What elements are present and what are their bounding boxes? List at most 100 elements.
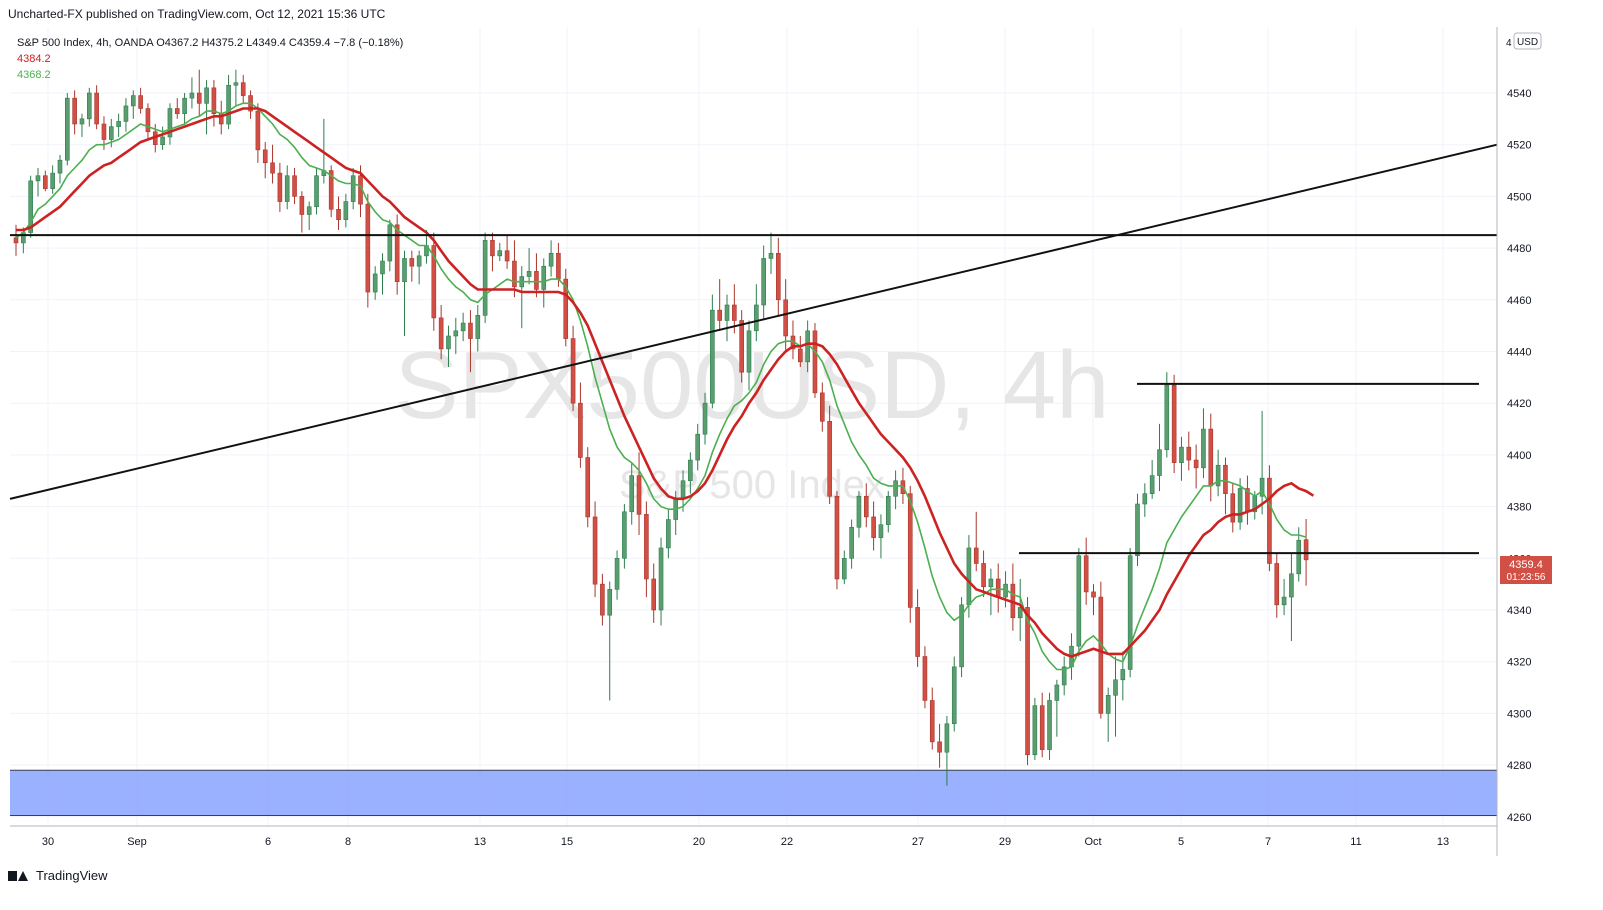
candle-body bbox=[504, 250, 510, 262]
candle-body bbox=[658, 547, 664, 611]
price-tick-label: 4500 bbox=[1507, 191, 1531, 203]
price-tick-label: 4260 bbox=[1507, 812, 1531, 824]
trend-lines bbox=[9, 143, 1498, 555]
candle-body bbox=[819, 392, 825, 422]
candle-body bbox=[255, 110, 261, 151]
candle-body bbox=[834, 495, 840, 580]
candle-body bbox=[636, 475, 642, 515]
candle-body bbox=[717, 309, 722, 321]
time-tick-label: 7 bbox=[1265, 836, 1271, 848]
candle-body bbox=[50, 172, 55, 189]
candle-body bbox=[885, 495, 891, 525]
candle-body bbox=[189, 92, 195, 99]
candle-body bbox=[556, 252, 561, 280]
candle-body bbox=[182, 97, 187, 114]
time-tick-label: 5 bbox=[1178, 836, 1184, 848]
candle-body bbox=[534, 271, 539, 290]
candle-body bbox=[680, 480, 686, 500]
candle-body bbox=[416, 255, 422, 267]
time-tick-label: 20 bbox=[693, 836, 705, 848]
candle-body bbox=[841, 557, 847, 580]
candle-body bbox=[548, 252, 554, 267]
candle-body bbox=[1135, 503, 1140, 557]
symbol-ohlc-line: S&P 500 Index, 4h, OANDA O4367.2 H4375.2… bbox=[17, 37, 403, 49]
candle-body bbox=[1303, 539, 1309, 561]
candle-body bbox=[695, 433, 700, 461]
candle-body bbox=[1083, 555, 1089, 593]
candle-body bbox=[966, 547, 972, 606]
candle-body bbox=[35, 175, 41, 182]
time-tick-label: 11 bbox=[1350, 836, 1361, 848]
candle-body bbox=[138, 95, 143, 109]
candle-body bbox=[768, 252, 774, 259]
candle-body bbox=[130, 95, 136, 107]
candle-body bbox=[1186, 446, 1192, 461]
candle-body bbox=[995, 578, 1001, 598]
candle-body bbox=[233, 82, 239, 86]
price-tick-label: 4340 bbox=[1507, 605, 1531, 617]
last-price-box bbox=[1500, 556, 1552, 584]
candle-body bbox=[123, 105, 129, 122]
candle-body bbox=[453, 330, 459, 337]
candlestick-chart[interactable]: SPX500USD, 4h S&P 500 Index 4540 4520 4500… bbox=[0, 26, 1603, 884]
candle-body bbox=[1127, 555, 1133, 670]
chart-area[interactable]: SPX500USD, 4h S&P 500 Index 4540 4520 4500… bbox=[0, 26, 1603, 884]
time-tick-label: 8 bbox=[345, 836, 351, 848]
time-axis[interactable]: 30 Sep 6 8 13 15 20 22 27 29 Oct 5 7 11 13 bbox=[10, 825, 1497, 848]
moving-averages bbox=[15, 102, 1315, 671]
candle-body bbox=[1098, 596, 1104, 714]
candle-body bbox=[622, 511, 627, 559]
currency-badge[interactable]: USD 4 bbox=[1506, 32, 1542, 50]
candle-body bbox=[431, 245, 437, 319]
time-tick-label: Oct bbox=[1084, 836, 1101, 848]
time-tick-label: 15 bbox=[561, 836, 573, 848]
candle-body bbox=[592, 516, 598, 585]
candle-body bbox=[372, 273, 378, 293]
price-tick-label: 4480 bbox=[1507, 243, 1531, 255]
candle-body bbox=[490, 240, 495, 257]
candle-body bbox=[387, 224, 393, 262]
candle-body bbox=[878, 524, 884, 538]
candle-body bbox=[981, 563, 986, 588]
candle-body bbox=[277, 172, 283, 202]
candle-body bbox=[336, 209, 341, 220]
time-tick-label: 13 bbox=[1437, 836, 1449, 848]
candle-body bbox=[240, 82, 246, 96]
candle-body bbox=[798, 348, 803, 363]
candle-body bbox=[284, 175, 290, 202]
price-tick-label: 4540 bbox=[1507, 88, 1531, 100]
candle-body bbox=[666, 519, 671, 549]
price-tick-label: 4280 bbox=[1507, 760, 1531, 772]
candle-body bbox=[973, 547, 979, 564]
price-tick-label: 4460 bbox=[1507, 295, 1531, 307]
candle-body bbox=[1274, 563, 1280, 606]
price-axis[interactable]: 4540452045004480446044404420440043804360… bbox=[1496, 27, 1531, 856]
time-tick-label: Sep bbox=[127, 836, 147, 848]
price-tick-label: 4420 bbox=[1507, 398, 1531, 410]
candle-body bbox=[629, 475, 635, 513]
candle-body bbox=[174, 108, 180, 114]
candle-body bbox=[1281, 596, 1287, 606]
watermark-symbol: SPX500USD, 4h bbox=[394, 332, 1109, 439]
candle-body bbox=[1061, 666, 1067, 686]
watermark: SPX500USD, 4h S&P 500 Index bbox=[394, 332, 1109, 507]
price-tick-label: 4520 bbox=[1507, 140, 1531, 152]
candle-body bbox=[28, 180, 33, 233]
watermark-description: S&P 500 Index bbox=[619, 463, 885, 507]
candle-body bbox=[108, 126, 114, 140]
candle-body bbox=[607, 589, 613, 616]
footer-brand[interactable]: TradingView bbox=[8, 864, 108, 886]
candle-body bbox=[1201, 428, 1206, 469]
candle-body bbox=[1025, 607, 1030, 756]
candle-body bbox=[1171, 384, 1177, 463]
candle-body bbox=[482, 240, 488, 316]
candle-body bbox=[94, 92, 99, 125]
ma-slow-line bbox=[16, 107, 1315, 658]
gridlines bbox=[10, 27, 1497, 826]
candle-body bbox=[167, 108, 173, 138]
candle-body bbox=[1230, 493, 1236, 523]
candle-body bbox=[600, 583, 605, 616]
currency-badge-box bbox=[1513, 32, 1542, 50]
candle-body bbox=[306, 206, 312, 215]
candle-body bbox=[446, 335, 451, 350]
